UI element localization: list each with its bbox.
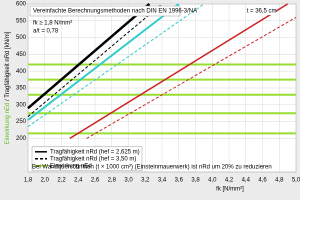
x-tick-label: 2,8 — [108, 178, 117, 184]
y-tick-label: 400 — [16, 69, 27, 75]
x-tick-label: 4,8 — [275, 178, 284, 184]
y-axis-title: Einwirkung nEd / Tragfähigkeit nRd [kN/m… — [5, 31, 11, 144]
x-tick-label: 2,2 — [57, 178, 66, 184]
x-tick-label: 1,8 — [24, 178, 33, 184]
y-tick-label: 500 — [16, 35, 27, 41]
annotation: a/t = 0,78 — [33, 29, 59, 35]
x-tick-label: 3,6 — [175, 178, 184, 184]
y-tick-label: 600 — [16, 2, 27, 8]
x-tick-label: 4,4 — [242, 178, 251, 184]
y-axis-title-part: / Tragfähigkeit nRd [kN/m] — [5, 31, 11, 102]
series-line — [27, 3, 163, 117]
y-tick-label: 350 — [16, 86, 27, 92]
y-axis-title-part: Einwirkung nEd — [5, 103, 11, 145]
series-label-box — [247, 7, 276, 15]
x-tick-label: 2,0 — [41, 178, 50, 184]
x-tick-label: 2,6 — [91, 178, 100, 184]
y-tick-label: 550 — [16, 18, 27, 24]
x-tick-label: 4,0 — [208, 178, 217, 184]
y-tick-label: 250 — [16, 119, 27, 125]
x-tick-label: 4,2 — [225, 178, 234, 184]
x-tick-label: 4,6 — [258, 178, 267, 184]
y-tick-label: 450 — [16, 52, 27, 58]
x-tick-label: 3,4 — [158, 178, 167, 184]
y-tick-label: 200 — [16, 136, 27, 142]
series-line — [27, 3, 180, 121]
legend-box — [31, 146, 143, 172]
series-label: t = 36,5 cm — [247, 9, 277, 15]
chart: 1,8 2,0 2,2 2,4 2,6 2,8 3,0 3,2 3,4 3,6 3,8 4,0 4,2 4… — [0, 0, 300, 200]
x-tick-label: 2,4 — [74, 178, 83, 184]
chart-title: Vereinfachte Berechnungsmethoden nach DI… — [33, 9, 197, 15]
footnote: Bei Wandquerschnitten (t × 1000 cm²) (Ei… — [32, 165, 272, 171]
x-axis-title: fk [N/mm²] — [216, 187, 244, 193]
title-box — [29, 5, 181, 17]
x-tick-label: 3,0 — [124, 178, 133, 184]
series-line — [27, 3, 205, 128]
series-line — [69, 3, 289, 140]
series-line — [27, 3, 151, 110]
x-tick-label: 3,2 — [141, 178, 150, 184]
annotation: fk ≥ 1,8 N/mm² — [33, 21, 72, 27]
y-tick-label: 300 — [16, 102, 27, 108]
x-tick-label: 5,0 — [292, 178, 300, 184]
legend-label: Tragfähigkeit nRd (hef = 3,50 m) — [50, 156, 136, 162]
page: 1,8 2,0 2,2 2,4 2,6 2,8 3,0 3,2 3,4 3,6 3,8 4,0 4,2 4… — [0, 0, 300, 200]
x-tick-label: 3,8 — [191, 178, 200, 184]
legend-label: Tragfähigkeit nRd (hef = 2,625 m) — [50, 149, 140, 155]
legend-label: Einwirkung nEd — [50, 163, 92, 169]
series-line — [86, 17, 297, 139]
